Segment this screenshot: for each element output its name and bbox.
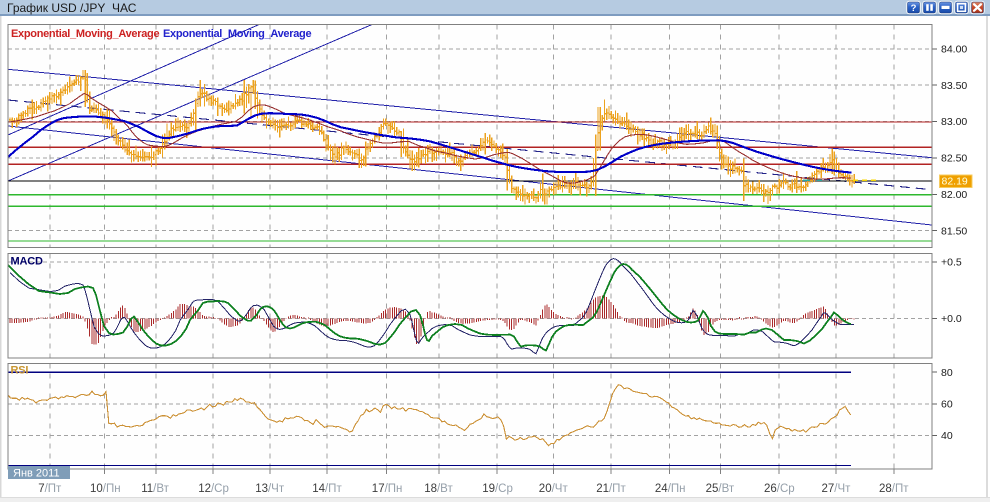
- svg-text:14/Пт: 14/Пт: [312, 483, 342, 495]
- svg-text:80: 80: [941, 367, 953, 379]
- svg-text:20/Чт: 20/Чт: [539, 483, 569, 495]
- svg-text:13/Чт: 13/Чт: [255, 483, 285, 495]
- svg-text:Exponential_Moving_Average: Exponential_Moving_Average: [163, 28, 311, 40]
- svg-text:График USD /JPY ЧАС: График USD /JPY ЧАС: [7, 1, 137, 15]
- svg-text:?: ?: [911, 3, 917, 14]
- svg-text:17/Пн: 17/Пн: [372, 483, 403, 495]
- svg-text:10/Пн: 10/Пн: [90, 483, 121, 495]
- svg-text:40: 40: [941, 430, 953, 442]
- svg-text:+0.0: +0.0: [941, 313, 962, 325]
- svg-text:28/Пт: 28/Пт: [879, 483, 909, 495]
- svg-text:12/Ср: 12/Ср: [198, 483, 229, 495]
- svg-text:18/Вт: 18/Вт: [424, 483, 453, 495]
- svg-text:11/Вт: 11/Вт: [141, 483, 169, 495]
- svg-text:60: 60: [941, 399, 953, 411]
- svg-text:81.50: 81.50: [941, 225, 967, 237]
- svg-text:82.19: 82.19: [942, 176, 968, 188]
- svg-text:21/Пт: 21/Пт: [596, 483, 626, 495]
- svg-text:RSI: RSI: [11, 365, 29, 377]
- svg-text:82.00: 82.00: [941, 189, 967, 201]
- svg-text:24/Пн: 24/Пн: [655, 483, 686, 495]
- svg-text:82.50: 82.50: [941, 153, 967, 165]
- svg-text:7/Пт: 7/Пт: [38, 483, 62, 495]
- svg-text:83.50: 83.50: [941, 80, 967, 92]
- svg-text:Янв 2011: Янв 2011: [13, 468, 60, 480]
- svg-text:Exponential_Moving_Average: Exponential_Moving_Average: [11, 28, 159, 40]
- svg-text:83.00: 83.00: [941, 116, 967, 128]
- svg-text:26/Ср: 26/Ср: [764, 483, 795, 495]
- svg-text:84.00: 84.00: [941, 43, 967, 55]
- svg-text:19/Ср: 19/Ср: [482, 483, 513, 495]
- svg-text:+0.5: +0.5: [941, 257, 962, 269]
- svg-text:25/Вт: 25/Вт: [706, 483, 735, 495]
- svg-text:27/Чт: 27/Чт: [822, 483, 852, 495]
- svg-text:MACD: MACD: [11, 256, 43, 268]
